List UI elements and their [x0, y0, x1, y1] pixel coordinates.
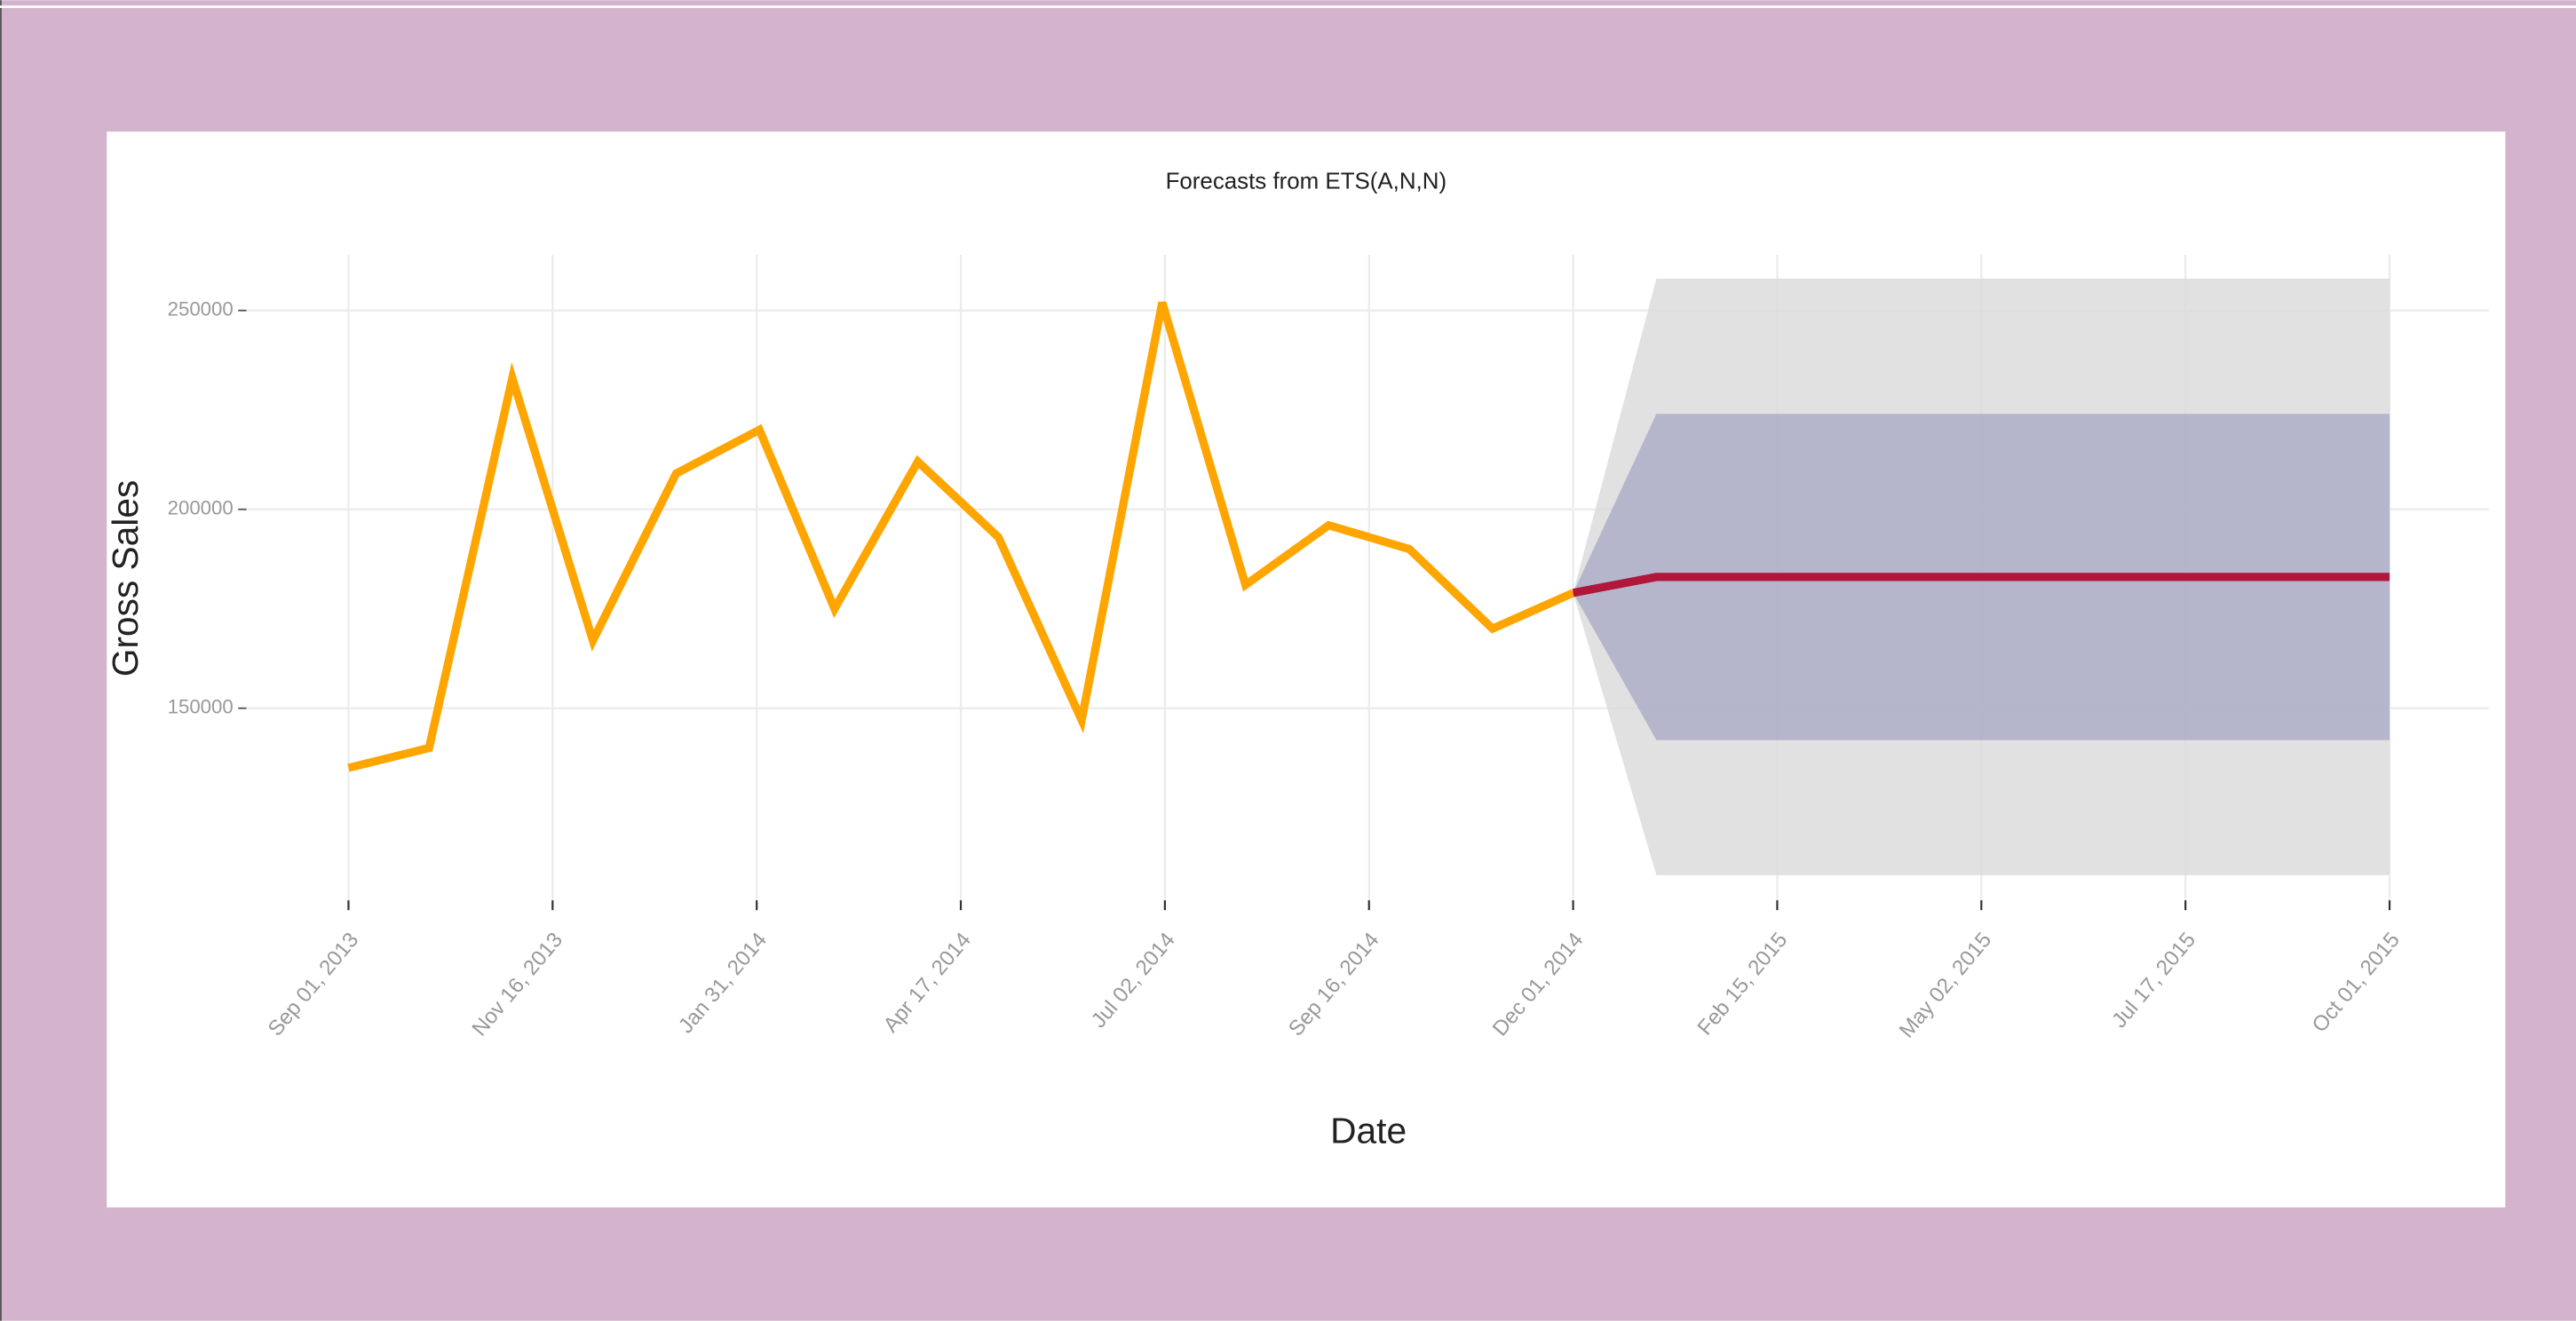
y-tick-label: 200000 — [168, 497, 234, 519]
y-tick-label: 250000 — [168, 298, 234, 320]
series-line — [347, 301, 1575, 772]
x-axis-label: Date — [1330, 1111, 1407, 1151]
y-axis-label: Gross Sales — [105, 480, 146, 677]
y-tick-label: 150000 — [168, 696, 234, 718]
chart-title: Forecasts from ETS(A,N,N) — [1166, 169, 1447, 194]
series-line — [1572, 573, 2390, 597]
